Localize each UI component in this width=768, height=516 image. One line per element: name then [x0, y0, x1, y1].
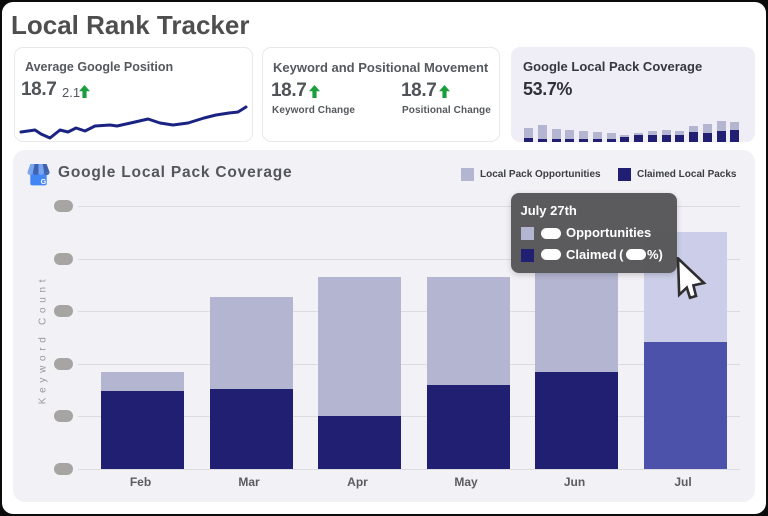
svg-text:G: G [41, 177, 47, 186]
